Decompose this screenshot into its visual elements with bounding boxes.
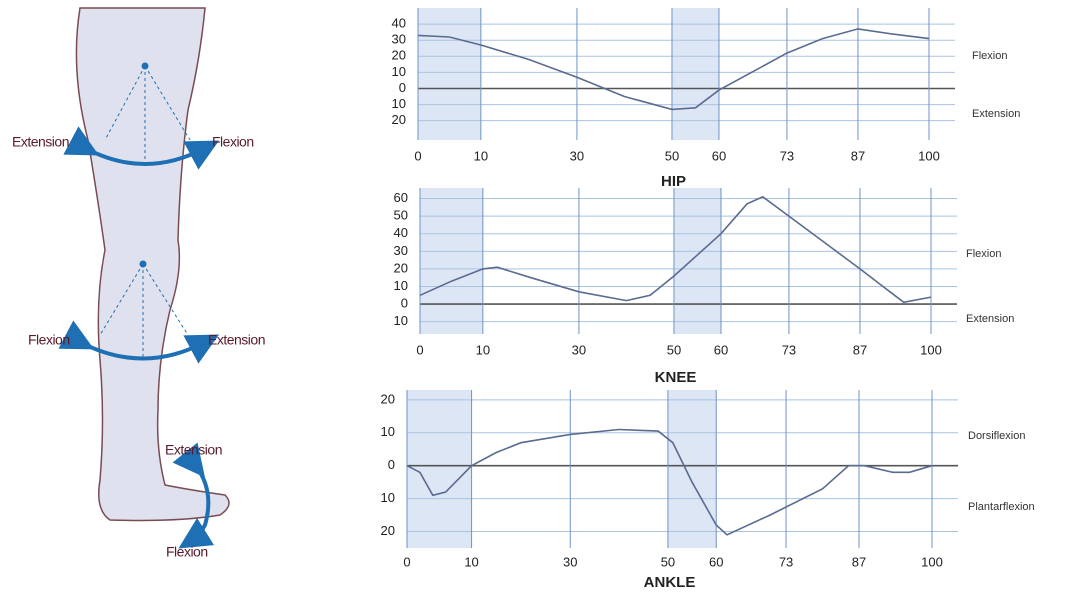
data-line [419, 195, 932, 304]
x-tick-label: 0 [403, 554, 410, 569]
x-tick-label: 10 [464, 554, 478, 569]
y-tick-label: 0 [401, 296, 408, 311]
leg-label: Flexion [166, 544, 208, 560]
y-tick-label: 20 [394, 260, 408, 275]
y-tick-label: 10 [394, 278, 408, 293]
y-tick-label: 10 [381, 424, 395, 439]
y-tick-label: 20 [381, 523, 395, 538]
shaded-phase [418, 8, 481, 140]
x-tick-label: 73 [780, 148, 794, 163]
axis-title: KNEE [655, 369, 697, 386]
x-tick-label: 60 [714, 342, 728, 357]
x-tick-label: 100 [920, 342, 942, 357]
leg-label: Flexion [28, 332, 70, 348]
y-tick-label: 0 [399, 80, 406, 95]
x-tick-label: 87 [853, 342, 867, 357]
x-tick-label: 30 [563, 554, 577, 569]
x-tick-label: 73 [782, 342, 796, 357]
leg-diagram: Extension Flexion Flexion Extension Exte… [12, 7, 265, 560]
axis-title: ANKLE [644, 574, 696, 591]
x-tick-label: 73 [779, 554, 793, 569]
x-tick-label: 100 [918, 148, 940, 163]
x-tick-label: 30 [572, 342, 586, 357]
leg-label: Extension [12, 134, 69, 150]
leg-label: Flexion [212, 134, 254, 150]
y-tick-label: 10 [392, 64, 406, 79]
x-tick-label: 60 [712, 148, 726, 163]
y-tick-label: 20 [381, 391, 395, 406]
x-tick-label: 30 [570, 148, 584, 163]
data-line [406, 428, 933, 536]
x-tick-label: 0 [416, 342, 423, 357]
y-tick-label: 0 [388, 457, 395, 472]
y-tick-label: 10 [394, 313, 408, 328]
leg-label: Extension [208, 332, 265, 348]
y-tick-label: 20 [392, 48, 406, 63]
x-tick-label: 100 [921, 554, 943, 569]
y-tick-label: 60 [394, 190, 408, 205]
x-tick-label: 60 [709, 554, 723, 569]
y-tick-label: 10 [381, 490, 395, 505]
y-tick-label: 30 [394, 243, 408, 258]
x-tick-label: 87 [851, 148, 865, 163]
x-tick-label: 50 [661, 554, 675, 569]
y-tick-label: 50 [394, 208, 408, 223]
x-tick-label: 50 [667, 342, 681, 357]
annotation: Extension [972, 108, 1020, 120]
y-tick-label: 40 [392, 16, 406, 31]
annotation: Flexion [972, 50, 1007, 62]
y-tick-label: 40 [394, 225, 408, 240]
shaded-phase [667, 390, 717, 548]
axis-title: HIP [661, 173, 686, 190]
x-tick-label: 10 [476, 342, 490, 357]
annotation: Plantarflexion [968, 501, 1035, 513]
leg-label: Extension [165, 442, 222, 458]
data-line [417, 28, 930, 111]
shaded-phase [407, 390, 472, 548]
annotation: Flexion [966, 248, 1001, 260]
annotation: Extension [966, 313, 1014, 325]
y-tick-label: 10 [392, 96, 406, 111]
x-tick-label: 87 [852, 554, 866, 569]
x-tick-label: 0 [414, 148, 421, 163]
shaded-phase [420, 188, 483, 334]
y-tick-label: 20 [392, 112, 406, 127]
shaded-phase [673, 188, 721, 334]
x-tick-label: 50 [665, 148, 679, 163]
y-tick-label: 30 [392, 32, 406, 47]
shaded-phase [671, 8, 719, 140]
x-tick-label: 10 [474, 148, 488, 163]
annotation: Dorsiflexion [968, 430, 1025, 442]
